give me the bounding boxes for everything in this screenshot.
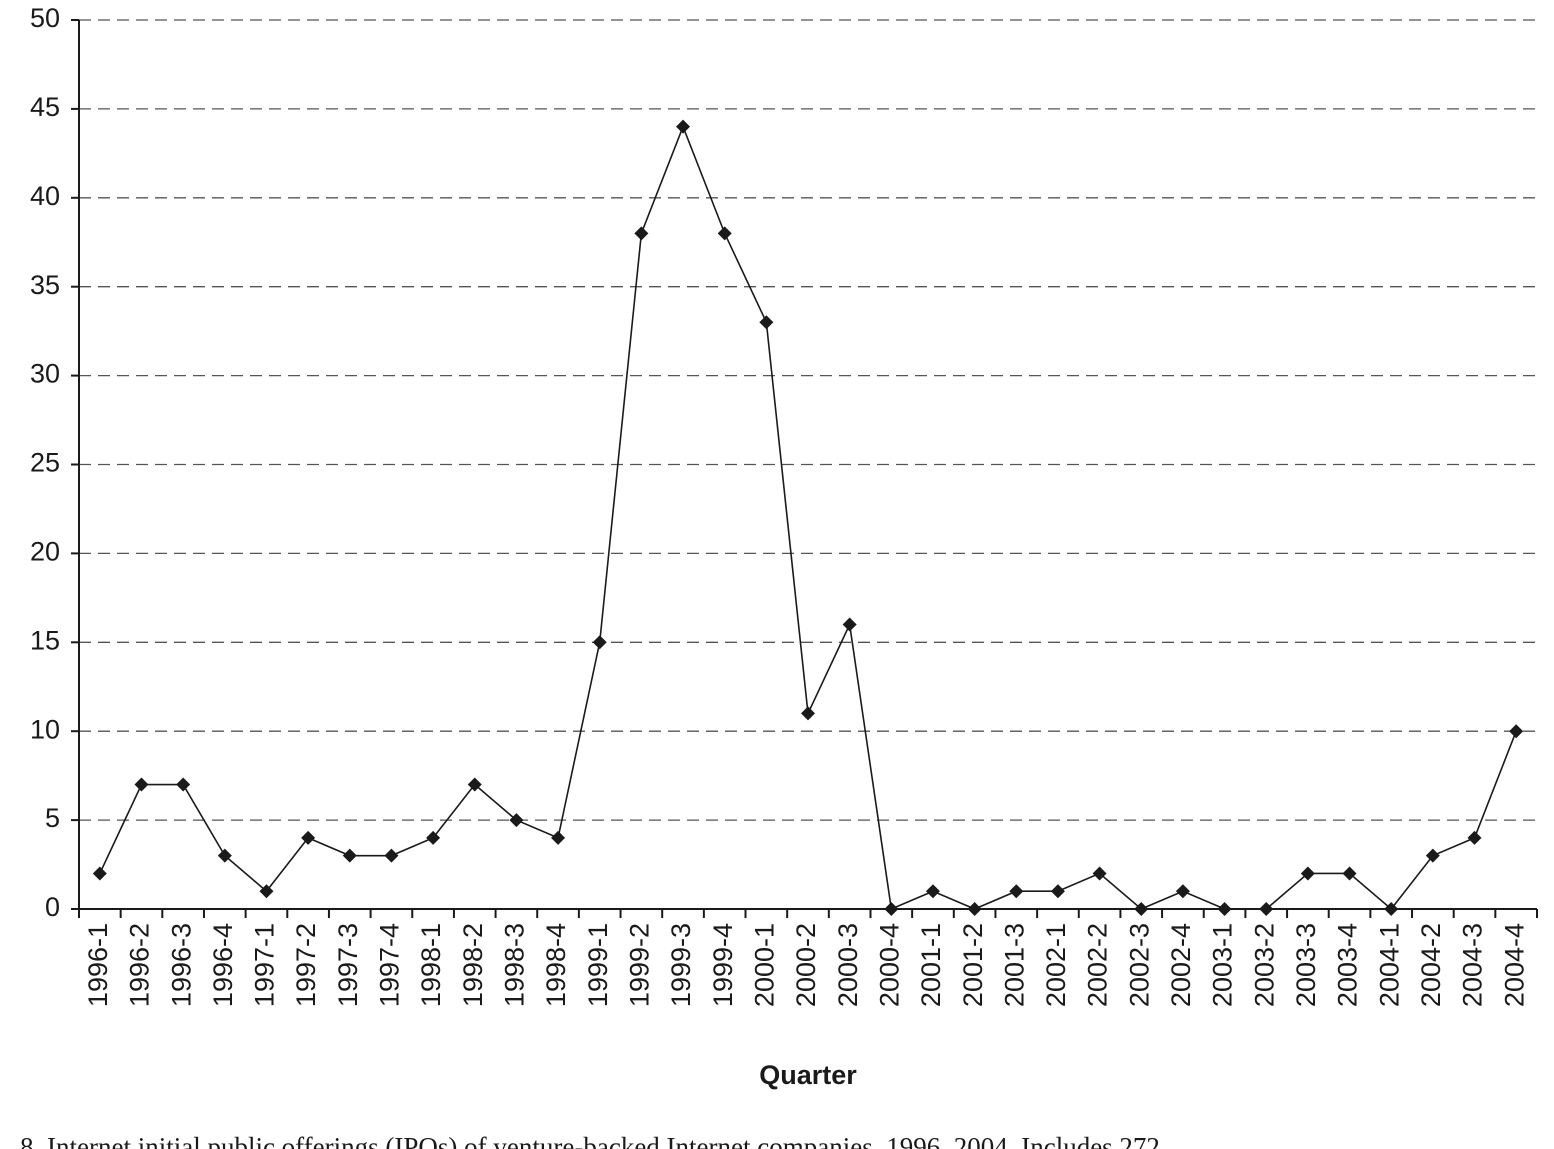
marker <box>301 830 316 845</box>
x-tick-label: 1999-1 <box>583 923 613 1007</box>
x-tick-label: 2003-1 <box>1208 923 1238 1007</box>
x-tick-label: 2004-2 <box>1416 923 1446 1007</box>
marker <box>717 226 732 241</box>
x-tick-label: 1996-2 <box>125 923 155 1007</box>
marker <box>1300 866 1315 881</box>
marker <box>1217 902 1232 916</box>
x-tick-label: 2003-3 <box>1291 923 1321 1007</box>
marker <box>884 902 899 916</box>
y-tick-label: 50 <box>30 3 60 33</box>
marker <box>1050 884 1065 899</box>
y-tick-label: 40 <box>30 181 60 211</box>
marker <box>925 884 940 899</box>
x-tick-label: 2002-3 <box>1124 923 1154 1007</box>
marker <box>1509 724 1524 739</box>
marker <box>1175 884 1190 899</box>
marker <box>759 315 774 330</box>
x-tick-label: 1999-2 <box>624 923 654 1007</box>
marker <box>134 777 149 792</box>
marker <box>1384 902 1399 916</box>
y-tick-label: 0 <box>45 892 60 922</box>
marker <box>467 777 482 792</box>
x-tick-label: 2001-1 <box>916 923 946 1007</box>
x-tick-label: 2002-1 <box>1041 923 1071 1007</box>
x-tick-label: 2000-4 <box>874 923 904 1007</box>
marker <box>342 848 357 863</box>
marker <box>967 902 982 916</box>
marker <box>634 226 649 241</box>
y-tick-label: 15 <box>30 625 60 655</box>
x-tick-label: 1997-1 <box>250 923 280 1007</box>
x-tick-label: 1998-1 <box>416 923 446 1007</box>
marker <box>1467 830 1482 845</box>
marker <box>509 813 524 828</box>
x-tick-label: 1998-3 <box>500 923 530 1007</box>
y-tick-label: 5 <box>45 803 60 833</box>
marker <box>176 777 191 792</box>
x-tick-label: 1996-3 <box>166 923 196 1007</box>
y-tick-label: 10 <box>30 714 60 744</box>
x-tick-label: 1999-4 <box>708 923 738 1007</box>
marker <box>1425 848 1440 863</box>
x-tick-label: 1996-4 <box>208 923 238 1007</box>
x-tick-label: 2003-4 <box>1333 923 1363 1007</box>
x-tick-label: 2003-2 <box>1249 923 1279 1007</box>
marker <box>592 635 607 650</box>
x-tick-label: 2001-2 <box>958 923 988 1007</box>
x-tick-label: 1997-2 <box>291 923 321 1007</box>
marker <box>1342 866 1357 881</box>
marker <box>676 119 691 134</box>
marker <box>551 830 566 845</box>
marker <box>1092 866 1107 881</box>
x-tick-label: 2004-4 <box>1499 923 1529 1007</box>
x-tick-label: 2002-4 <box>1166 923 1196 1007</box>
line <box>99 124 1517 911</box>
marker <box>1259 902 1274 916</box>
x-tick-label: 1996-1 <box>83 923 113 1007</box>
marker <box>217 848 232 863</box>
x-tick-label: 1998-4 <box>541 923 571 1007</box>
x-tick-label: 2004-1 <box>1374 923 1404 1007</box>
x-tick-label: 1997-4 <box>375 923 405 1007</box>
x-tick-label: 2001-3 <box>999 923 1029 1007</box>
marker <box>384 848 399 863</box>
marker <box>801 706 815 721</box>
marker <box>92 866 107 881</box>
marker <box>1134 902 1149 916</box>
x-tick-label: 2002-2 <box>1083 923 1113 1007</box>
marker <box>259 884 274 899</box>
caption: 8. Internet initial public offerings (IP… <box>20 1132 1160 1149</box>
x-tick-label: 1998-2 <box>458 923 488 1007</box>
y-tick-label: 35 <box>30 270 60 300</box>
x-tick-label: 1999-3 <box>666 923 696 1007</box>
x-tick-label: 1997-3 <box>333 923 363 1007</box>
marker <box>426 830 441 845</box>
marker <box>842 617 857 632</box>
x-tick-label: 2000-2 <box>791 923 821 1007</box>
marker <box>1009 884 1024 899</box>
y-tick-label: 25 <box>30 448 60 478</box>
x-tick-label: 2000-1 <box>749 923 779 1007</box>
y-tick-label: 20 <box>30 537 60 567</box>
x-axis-title: Quarter <box>759 1060 857 1090</box>
y-tick-label: 45 <box>30 92 60 122</box>
x-tick-label: 2004-3 <box>1458 923 1488 1007</box>
x-tick-label: 2000-3 <box>833 923 863 1007</box>
y-tick-label: 30 <box>30 359 60 389</box>
